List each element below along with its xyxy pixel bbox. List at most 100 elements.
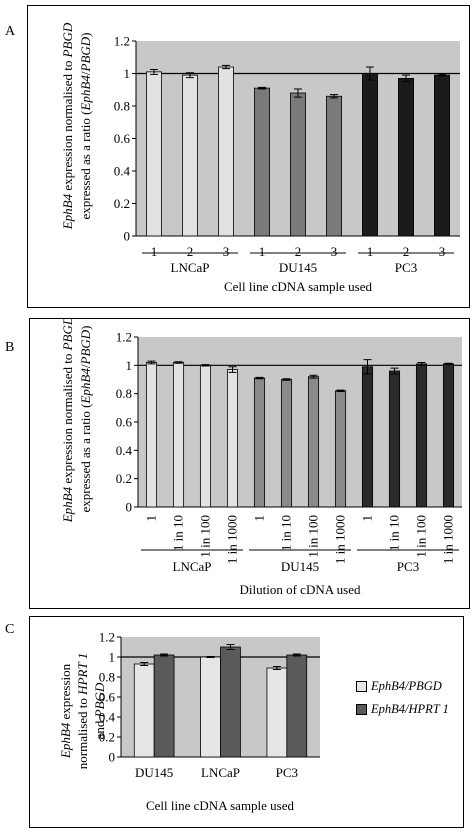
chart-a-error-bar-2	[186, 72, 194, 79]
chart-c-error-bar-s1-3	[272, 666, 281, 670]
chart-a-error-bar-9	[438, 73, 446, 77]
chart-b-error-bar-6	[282, 378, 291, 381]
chart-b-bar-3	[199, 364, 212, 508]
chart-a-y-tick-label-1: 0	[124, 229, 131, 244]
chart-a-x-tick-label-2: 2	[187, 244, 194, 259]
chart-b-y-axis-title-line-2-part-5: )	[78, 325, 93, 329]
chart-b-y-tick-label-2: 0.2	[116, 471, 132, 486]
chart-a-x-axis-title: Cell line cDNA sample used	[224, 279, 373, 294]
chart-c-bar-s2-3	[286, 654, 308, 758]
chart-c-y-axis-title-line-3: and PBGD	[92, 682, 107, 739]
chart-a-group-label-3: PC3	[395, 260, 417, 275]
chart-a-x-tick-label-4: 1	[259, 244, 266, 259]
chart-a-error-bar-8	[402, 74, 410, 83]
legend-item-series-1: EphB4/PBGD	[356, 679, 442, 694]
chart-b-error-bar-5	[255, 376, 264, 380]
chart-b-error-bar-8	[336, 389, 345, 393]
chart-b-y-axis-title-line-1-part-2: expression normalised to	[60, 350, 75, 486]
chart-b-group-label-3: PC3	[397, 559, 419, 574]
chart-a-y-axis-title-line-2: expressed as a ratio (EphB4/PBGD)	[78, 32, 93, 219]
chart-b-bar-7	[307, 376, 320, 508]
chart-b-y-axis-title-line-2-part-2: EphB4	[78, 368, 93, 405]
chart-b-bar-5	[253, 377, 266, 508]
chart-c-bar-s1-1	[133, 663, 155, 758]
chart-b-y-axis-title-line-1: EphB4 expression normalised to PBGD	[60, 319, 75, 523]
chart-a-y-axis-title-line-1-part-2: expression normalised to	[60, 57, 75, 193]
chart-c-error-bar-s2-1	[160, 653, 169, 657]
chart-b-x-tick-label-11: 1 in 100	[414, 515, 429, 558]
chart-b-bar-12	[442, 363, 455, 508]
chart-c-y-axis-title-line-1-part-2: expression	[58, 663, 73, 722]
chart-a-y-tick-label-2: 0.2	[114, 196, 130, 211]
chart-a-x-tick-label-8: 2	[403, 244, 410, 259]
chart-b-y-tick-label-6: 1	[126, 358, 133, 373]
chart-b-error-bar-10	[390, 367, 399, 375]
chart-c-bar-s2-1	[153, 654, 175, 758]
chart-c-bar-s2-2	[220, 646, 241, 758]
chart-a-y-tick-label-5: 0.8	[114, 99, 130, 114]
chart-a-bar-3	[218, 66, 234, 237]
chart-b-bar-8	[334, 390, 347, 508]
chart-b-y-tick-label-1: 0	[126, 500, 133, 515]
chart-b-error-bar-12	[444, 362, 453, 366]
chart-a-bar-9	[434, 74, 450, 237]
chart-a-bar-5	[290, 92, 306, 237]
chart-a-y-tick-label-7: 1.2	[114, 34, 130, 49]
chart-b-y-axis-title-line-2-part-1: expressed as a ratio (	[78, 404, 93, 513]
chart-a-bar-4	[254, 87, 270, 237]
chart-c-y-axis-title-line-1: EphB4 expression	[58, 663, 73, 759]
legend-label-series-1: EphB4/PBGD	[371, 679, 442, 693]
chart-c-bar-s1-2	[200, 656, 221, 758]
chart-b-y-tick-label-7: 1.2	[116, 330, 132, 345]
chart-c-y-axis-title-line-2-part-2: HPRT 1	[75, 653, 90, 696]
panel-label-c: C	[5, 622, 15, 637]
chart-c-y-tick-label-3: 0.4	[99, 710, 116, 725]
chart-b-x-tick-label-5: 1	[252, 515, 267, 522]
panel-label-b: B	[5, 340, 15, 355]
chart-a-error-bar-6	[330, 94, 338, 99]
chart-b-group-label-2: DU145	[281, 559, 319, 574]
legend-item-series-2: EphB4/HPRT 1	[356, 702, 449, 717]
chart-b-bar-1	[145, 362, 158, 508]
chart-a-bar-2	[182, 74, 198, 237]
chart-b-x-tick-label-9: 1	[360, 515, 375, 522]
chart-c-y-axis-title-line-1-part-1: EphB4	[58, 722, 73, 759]
chart-a-bar-7	[362, 73, 378, 237]
chart-a-x-tick-label-5: 2	[295, 244, 302, 259]
chart-a-y-axis-title-line-1-part-1: EphB4	[60, 193, 75, 230]
chart-b-plot-area	[138, 337, 462, 507]
chart-a-y-tick-label-4: 0.6	[114, 131, 131, 146]
chart-a-x-tick-label-7: 1	[367, 244, 374, 259]
chart-b-bar-2	[172, 362, 185, 508]
chart-c-y-tick-label-7: 1.2	[99, 630, 115, 645]
panel-label-a: A	[5, 24, 16, 39]
chart-a-error-bar-4	[258, 86, 266, 90]
chart-a-error-bar-3	[222, 64, 230, 70]
chart-b-bar-9	[361, 366, 374, 508]
chart-b-x-tick-label-1: 1	[144, 515, 159, 522]
chart-a-x-tick-label-3: 3	[223, 244, 230, 259]
chart-c-y-tick-label-4: 0.6	[99, 690, 116, 705]
chart-a-y-axis-title-line-2-part-2: EphB4	[78, 75, 93, 112]
chart-c-x-tick-label-1: DU145	[135, 765, 173, 780]
chart-a-y-axis-title-line-2-part-5: )	[78, 32, 93, 36]
panel-c: 0 0.2 0.4 0.6 0.8 1 1.2 DU145 LNCaP PC3 Cell line …	[29, 616, 464, 828]
chart-a-y-axis-title-line-1: EphB4 expression normalised to PBGD	[60, 22, 75, 230]
chart-b-error-bar-2	[174, 361, 183, 364]
chart-c-error-bar-s1-1	[140, 662, 149, 666]
chart-c-error-bar-s2-3	[292, 653, 301, 657]
chart-c-error-bar-s1-2	[206, 656, 215, 658]
chart-a-bar-8	[398, 77, 414, 237]
chart-b-x-axis-title: Dilution of cDNA used	[240, 582, 361, 597]
chart-b-x-tick-label-3: 1 in 100	[198, 515, 213, 558]
chart-a-error-bar-7	[366, 66, 374, 81]
chart-b-bar-4	[226, 369, 239, 508]
chart-a: 0 0.2 0.4 0.6 0.8 1 1.2 1 2 3 1 2 3 1 2 3 LNCaP DU145 PC3 C…	[60, 22, 460, 294]
chart-c-bar-s1-3	[266, 667, 288, 758]
chart-a-bar-6	[326, 95, 342, 237]
legend-swatch-series-2	[356, 704, 367, 715]
chart-b-x-tick-label-7: 1 in 100	[306, 515, 321, 558]
chart-b-bar-6	[280, 379, 293, 508]
chart-c-y-tick-label-2: 0.2	[99, 730, 115, 745]
chart-a-bar-1	[146, 71, 162, 237]
